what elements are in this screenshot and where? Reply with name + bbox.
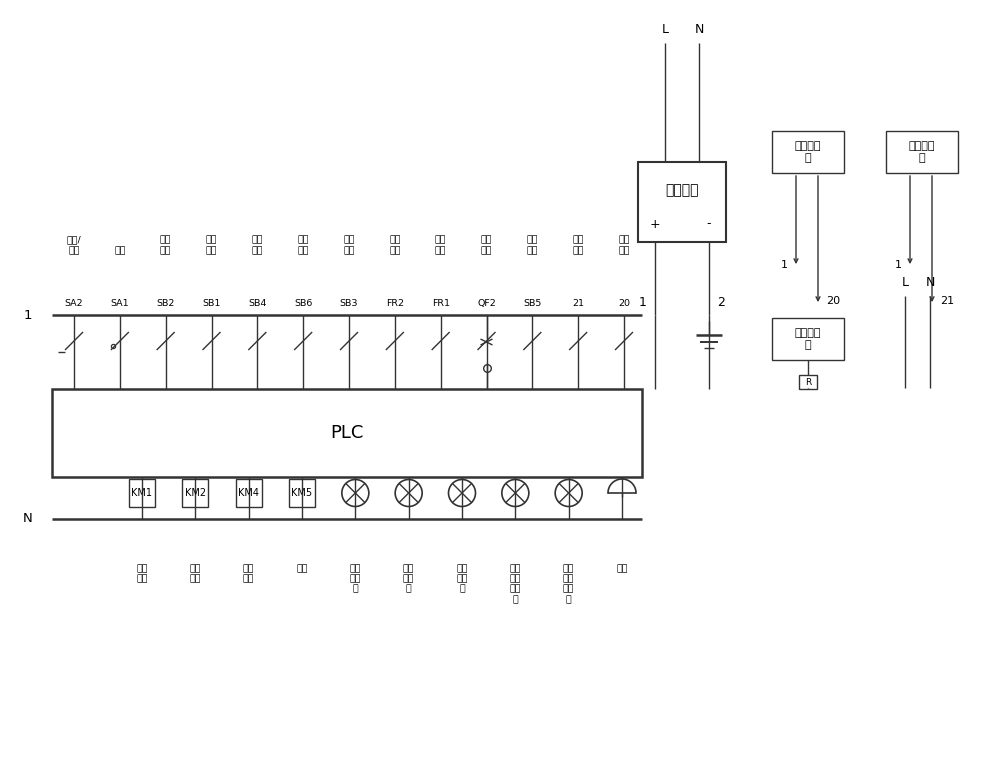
Bar [182,479,208,507]
Text: 主机
运行
指示
灯: 主机 运行 指示 灯 [563,564,574,604]
Text: 油泵
停止: 油泵 停止 [206,235,217,255]
Text: SB5: SB5 [523,299,542,308]
Text: SB2: SB2 [156,299,175,308]
Text: FR1: FR1 [432,299,450,308]
Text: 油泵
故障: 油泵 故障 [435,235,446,255]
Text: 进料: 进料 [296,564,308,573]
Bar [289,479,315,507]
Text: 主机
启动
指示
灯: 主机 启动 指示 灯 [510,564,521,604]
Text: N: N [694,23,704,36]
Text: 21: 21 [572,299,584,308]
Text: 主机
运行: 主机 运行 [243,564,254,584]
Text: 报警: 报警 [616,564,628,573]
Text: SB6: SB6 [294,299,312,308]
Text: SA2: SA2 [65,299,83,308]
Text: 开机: 开机 [114,246,126,255]
Text: 油泵
指示
灯: 油泵 指示 灯 [456,564,468,593]
Text: 1: 1 [24,309,32,322]
Text: 主机
停止: 主机 停止 [343,235,355,255]
Bar [638,162,726,242]
Text: 20: 20 [826,296,840,306]
Bar [129,479,155,507]
Text: N: N [925,276,935,288]
Bar [52,389,642,477]
Text: 开关电源: 开关电源 [665,183,699,197]
Text: KM5: KM5 [291,488,313,498]
Text: 油温传感
器: 油温传感 器 [909,142,935,163]
Text: 主机
故障: 主机 故障 [389,235,401,255]
Text: 振动传感
器: 振动传感 器 [795,142,821,163]
Text: 1: 1 [639,295,647,309]
Text: 油泵
运行: 油泵 运行 [160,235,171,255]
Text: 1: 1 [780,260,788,270]
Text: QF2: QF2 [477,299,496,308]
Bar [772,318,844,360]
Text: 2: 2 [717,295,725,309]
Text: 流量传感
器: 流量传感 器 [795,329,821,350]
Text: SA1: SA1 [111,299,129,308]
Text: KM2: KM2 [185,488,206,498]
Bar [886,131,958,173]
Text: N: N [23,512,33,525]
Text: 1: 1 [895,260,902,270]
Text: -: - [707,217,711,230]
Text: L: L [902,276,909,288]
Text: 主机
启动: 主机 启动 [190,564,201,584]
Text: SB3: SB3 [340,299,358,308]
Text: 手动/
自动: 手动/ 自动 [67,235,81,255]
Text: SB1: SB1 [202,299,221,308]
Bar [236,479,262,507]
Text: SB4: SB4 [248,299,267,308]
Text: PLC: PLC [330,424,364,442]
Text: 电源
指示
灯: 电源 指示 灯 [350,564,361,593]
Bar [799,375,817,389]
Text: KM1: KM1 [132,488,152,498]
Text: 手动
进料: 手动 进料 [297,235,309,255]
Text: 主机
运行: 主机 运行 [252,235,263,255]
Text: 温度
报警: 温度 报警 [572,235,584,255]
Text: KM4: KM4 [238,488,259,498]
Text: +: + [650,217,660,230]
Text: 20: 20 [618,299,630,308]
Text: 报警
复位: 报警 复位 [527,235,538,255]
Text: L: L [662,23,668,36]
Text: 紧急
停机: 紧急 停机 [481,235,492,255]
Text: 手动
指示
灯: 手动 指示 灯 [403,564,414,593]
Text: FR2: FR2 [386,299,404,308]
Text: 振动
报警: 振动 报警 [618,235,630,255]
Text: 21: 21 [940,296,954,306]
Bar [772,131,844,173]
Text: R: R [805,378,811,387]
Text: 油泵
运行: 油泵 运行 [136,564,148,584]
